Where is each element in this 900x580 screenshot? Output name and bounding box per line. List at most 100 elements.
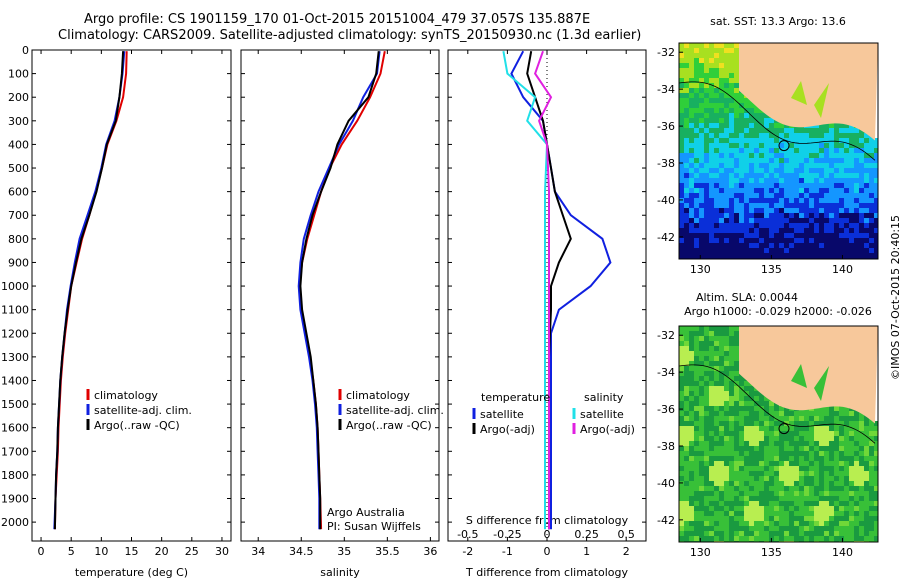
- map-cell: [729, 476, 734, 481]
- map-cell: [799, 193, 804, 198]
- map-cell: [804, 138, 809, 143]
- map-cell: [689, 83, 694, 88]
- map-cell: [754, 516, 759, 521]
- map-cell: [784, 233, 789, 238]
- map-cell: [779, 491, 784, 496]
- map-cell: [859, 203, 864, 208]
- map-cell: [709, 63, 714, 68]
- map-cell: [869, 138, 874, 143]
- map-cell: [839, 133, 844, 138]
- map-cell: [724, 446, 729, 451]
- map-cell: [724, 496, 729, 501]
- map-cell: [814, 203, 819, 208]
- map-cell: [779, 521, 784, 526]
- map-cell: [724, 491, 729, 496]
- map-cell: [839, 248, 844, 253]
- map-cell: [804, 178, 809, 183]
- map-cell: [734, 336, 739, 341]
- map-cell: [794, 198, 799, 203]
- map-cell: [804, 491, 809, 496]
- map-cell: [789, 536, 794, 541]
- map-cell: [784, 238, 789, 243]
- map-cell: [734, 471, 739, 476]
- map-cell: [829, 213, 834, 218]
- map-cell: [794, 203, 799, 208]
- map-cell: [759, 163, 764, 168]
- map-cell: [714, 421, 719, 426]
- map-cell: [734, 178, 739, 183]
- map-cell: [739, 113, 744, 118]
- map-cell: [794, 486, 799, 491]
- map-cell: [729, 213, 734, 218]
- map-cell: [744, 441, 749, 446]
- map-cell: [804, 466, 809, 471]
- map-cell: [679, 203, 684, 208]
- map-cell: [819, 238, 824, 243]
- map-cell: [734, 511, 739, 516]
- map-cell: [864, 173, 869, 178]
- map-cell: [819, 218, 824, 223]
- map-cell: [719, 381, 724, 386]
- map-cell: [744, 471, 749, 476]
- map-cell: [769, 501, 774, 506]
- map-cell: [699, 93, 704, 98]
- map-cell: [729, 113, 734, 118]
- map-cell: [809, 153, 814, 158]
- map-cell: [844, 123, 849, 128]
- map-cell: [694, 193, 699, 198]
- map-cell: [859, 133, 864, 138]
- map-cell: [704, 391, 709, 396]
- y-tick-label: -38: [657, 440, 675, 453]
- map-cell: [844, 496, 849, 501]
- map-cell: [744, 486, 749, 491]
- map-cell: [739, 536, 744, 541]
- map-cell: [739, 471, 744, 476]
- map-cell: [854, 163, 859, 168]
- map-cell: [699, 511, 704, 516]
- map-cell: [734, 466, 739, 471]
- map-cell: [849, 491, 854, 496]
- map-cell: [729, 441, 734, 446]
- map-cell: [689, 223, 694, 228]
- depth-tick-label: 1600: [1, 422, 29, 435]
- map-cell: [779, 168, 784, 173]
- map-cell: [789, 491, 794, 496]
- map-cell: [779, 421, 784, 426]
- map-cell: [684, 331, 689, 336]
- map-cell: [794, 178, 799, 183]
- map-cell: [854, 218, 859, 223]
- map-cell: [709, 233, 714, 238]
- map-cell: [734, 228, 739, 233]
- map-cell: [679, 223, 684, 228]
- map-cell: [709, 123, 714, 128]
- map-cell: [729, 53, 734, 58]
- map-cell: [729, 416, 734, 421]
- map-cell: [684, 506, 689, 511]
- map-cell: [709, 516, 714, 521]
- map-cell: [789, 228, 794, 233]
- map-cell: [724, 218, 729, 223]
- map-cell: [759, 431, 764, 436]
- map-cell: [699, 331, 704, 336]
- map-cell: [699, 376, 704, 381]
- map-cell: [869, 511, 874, 516]
- map-cell: [744, 461, 749, 466]
- map-cell: [699, 103, 704, 108]
- map-cell: [699, 203, 704, 208]
- map-cell: [784, 516, 789, 521]
- map-cell: [829, 466, 834, 471]
- map-cell: [874, 218, 878, 223]
- map-cell: [849, 158, 854, 163]
- map-cell: [739, 228, 744, 233]
- map-cell: [799, 163, 804, 168]
- map-cell: [694, 128, 699, 133]
- map-cell: [864, 213, 869, 218]
- map-frame: [678, 325, 879, 543]
- map-cell: [804, 501, 809, 506]
- map-cell: [864, 178, 869, 183]
- map-cell: [739, 188, 744, 193]
- map-cell: [704, 103, 709, 108]
- map-cell: [714, 163, 719, 168]
- map-cell: [849, 168, 854, 173]
- map-cell: [859, 441, 864, 446]
